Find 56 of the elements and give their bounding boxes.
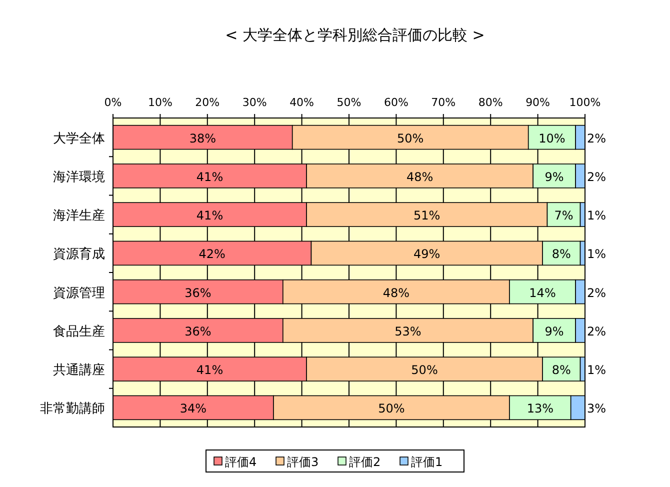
data-label: 3%: [587, 402, 606, 416]
data-label: 2%: [587, 286, 606, 300]
y-tick-label: 海洋生産: [53, 208, 105, 224]
data-label: 53%: [394, 324, 422, 338]
y-tick-label: 資源育成: [53, 246, 105, 262]
data-label: 1%: [587, 208, 606, 223]
data-label: 41%: [196, 363, 224, 378]
y-tick-label: 共通講座: [53, 362, 105, 378]
data-label: 10%: [538, 131, 566, 146]
x-tick-label: 100%: [569, 96, 601, 109]
title: < 大学全体と学科別総合評価の比較 >: [225, 26, 485, 44]
x-tick-label: 10%: [148, 96, 172, 109]
data-label: 13%: [526, 402, 554, 416]
x-tick-label: 30%: [242, 96, 267, 109]
x-tick-label: 0%: [104, 96, 122, 109]
x-tick-label: 70%: [431, 96, 456, 109]
data-label: 7%: [554, 208, 574, 223]
x-tick-label: 60%: [384, 96, 408, 109]
data-label: 1%: [587, 247, 606, 262]
y-tick-label: 海洋環境: [53, 168, 105, 185]
data-label: 42%: [198, 247, 226, 262]
data-label: 36%: [184, 324, 212, 338]
data-label: 49%: [414, 247, 440, 262]
data-label: 41%: [196, 208, 224, 223]
data-label: 9%: [544, 324, 564, 338]
x-tick-label: 90%: [526, 96, 550, 109]
x-tick-label: 50%: [336, 96, 362, 109]
data-label: 2%: [587, 324, 606, 338]
data-label: 50%: [378, 402, 405, 416]
y-tick-label: 資源管理: [53, 286, 105, 301]
data-label: 50%: [397, 131, 424, 146]
data-label: 2%: [587, 131, 606, 146]
x-tick-label: 20%: [195, 96, 220, 109]
x-tick-label: 80%: [478, 96, 503, 109]
y-tick-label: 食品生産: [53, 323, 105, 340]
data-label: 34%: [180, 402, 207, 416]
y-tick-label: 非常勤講師: [40, 402, 105, 417]
data-label: 8%: [552, 247, 571, 262]
data-label: 2%: [587, 170, 606, 184]
legend-label: 評価1: [411, 455, 443, 469]
data-label: 9%: [544, 170, 564, 184]
legend-label: 評価3: [287, 455, 319, 469]
data-label: 36%: [184, 286, 212, 300]
data-label: 48%: [382, 286, 410, 300]
data-label: 48%: [406, 170, 434, 184]
x-tick-label: 40%: [290, 96, 314, 109]
legend-label: 評価4: [225, 455, 257, 469]
data-label: 51%: [414, 208, 440, 223]
data-label: 38%: [189, 131, 216, 146]
data-label: 8%: [552, 363, 571, 378]
data-label: 41%: [196, 170, 224, 184]
data-label: 14%: [529, 286, 556, 300]
data-label: 50%: [411, 363, 438, 378]
data-label: 1%: [587, 363, 606, 378]
y-tick-label: 大学全体: [53, 131, 105, 146]
legend-label: 評価2: [349, 455, 381, 469]
